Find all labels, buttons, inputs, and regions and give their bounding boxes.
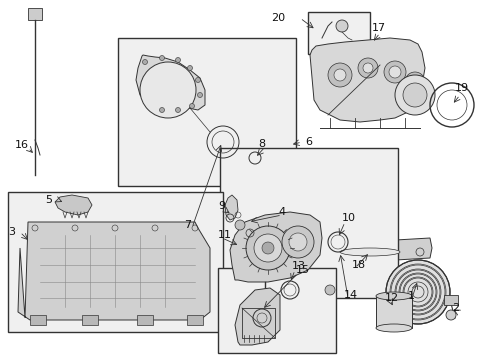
Polygon shape bbox=[230, 212, 322, 282]
Circle shape bbox=[386, 260, 450, 324]
Circle shape bbox=[140, 62, 196, 118]
Text: 3: 3 bbox=[8, 227, 15, 237]
Text: 14: 14 bbox=[344, 290, 358, 300]
Circle shape bbox=[197, 93, 202, 98]
Bar bbox=[82, 315, 98, 325]
Text: 1: 1 bbox=[408, 291, 415, 301]
Bar bbox=[30, 315, 46, 325]
Text: 11: 11 bbox=[218, 230, 232, 240]
Circle shape bbox=[405, 72, 425, 92]
Text: 19: 19 bbox=[455, 83, 469, 93]
Text: 17: 17 bbox=[372, 23, 386, 33]
Bar bbox=[444, 295, 458, 305]
Polygon shape bbox=[136, 55, 205, 112]
Polygon shape bbox=[235, 288, 280, 345]
Circle shape bbox=[410, 77, 420, 87]
Circle shape bbox=[336, 20, 348, 32]
Bar bbox=[8, 192, 223, 332]
Polygon shape bbox=[55, 195, 92, 215]
Circle shape bbox=[358, 58, 378, 78]
Text: 6: 6 bbox=[305, 137, 312, 147]
Polygon shape bbox=[310, 38, 425, 122]
Text: 7: 7 bbox=[184, 220, 191, 230]
Circle shape bbox=[190, 104, 195, 108]
Circle shape bbox=[262, 242, 274, 254]
Circle shape bbox=[246, 226, 290, 270]
Bar bbox=[187, 315, 203, 325]
Circle shape bbox=[325, 285, 335, 295]
Circle shape bbox=[175, 58, 180, 63]
Circle shape bbox=[175, 108, 180, 113]
Circle shape bbox=[334, 69, 346, 81]
Ellipse shape bbox=[376, 324, 412, 332]
Circle shape bbox=[328, 63, 352, 87]
Circle shape bbox=[235, 220, 245, 230]
Circle shape bbox=[160, 55, 165, 60]
Circle shape bbox=[188, 66, 193, 71]
Ellipse shape bbox=[340, 248, 400, 256]
Circle shape bbox=[395, 75, 435, 115]
Circle shape bbox=[254, 234, 282, 262]
Circle shape bbox=[446, 310, 456, 320]
Text: 12: 12 bbox=[385, 293, 399, 303]
Text: 2: 2 bbox=[452, 303, 459, 313]
Circle shape bbox=[389, 66, 401, 78]
Polygon shape bbox=[18, 222, 210, 320]
Bar bbox=[218, 268, 336, 353]
Text: 10: 10 bbox=[342, 213, 356, 223]
Text: 4: 4 bbox=[278, 207, 285, 217]
Bar bbox=[118, 38, 296, 186]
Bar bbox=[137, 315, 153, 325]
Bar bbox=[376, 296, 412, 328]
Circle shape bbox=[363, 63, 373, 73]
Circle shape bbox=[160, 108, 165, 113]
Text: 16: 16 bbox=[15, 140, 29, 150]
Circle shape bbox=[384, 61, 406, 83]
Text: 13: 13 bbox=[292, 261, 306, 271]
Circle shape bbox=[289, 233, 307, 251]
Circle shape bbox=[403, 83, 427, 107]
Text: 9: 9 bbox=[218, 201, 225, 211]
Circle shape bbox=[196, 77, 200, 82]
Circle shape bbox=[143, 59, 147, 64]
Text: 20: 20 bbox=[271, 13, 285, 23]
Bar bbox=[308, 12, 370, 54]
Text: 8: 8 bbox=[258, 139, 265, 149]
Text: 15: 15 bbox=[296, 265, 310, 275]
Polygon shape bbox=[225, 195, 238, 220]
Bar bbox=[28, 8, 42, 20]
Bar bbox=[40, 235, 195, 307]
Bar bbox=[260, 295, 270, 303]
Text: 18: 18 bbox=[352, 260, 366, 270]
Text: 5: 5 bbox=[45, 195, 52, 205]
Ellipse shape bbox=[376, 292, 412, 300]
Circle shape bbox=[282, 226, 314, 258]
Polygon shape bbox=[308, 238, 432, 265]
Bar bbox=[220, 148, 398, 298]
